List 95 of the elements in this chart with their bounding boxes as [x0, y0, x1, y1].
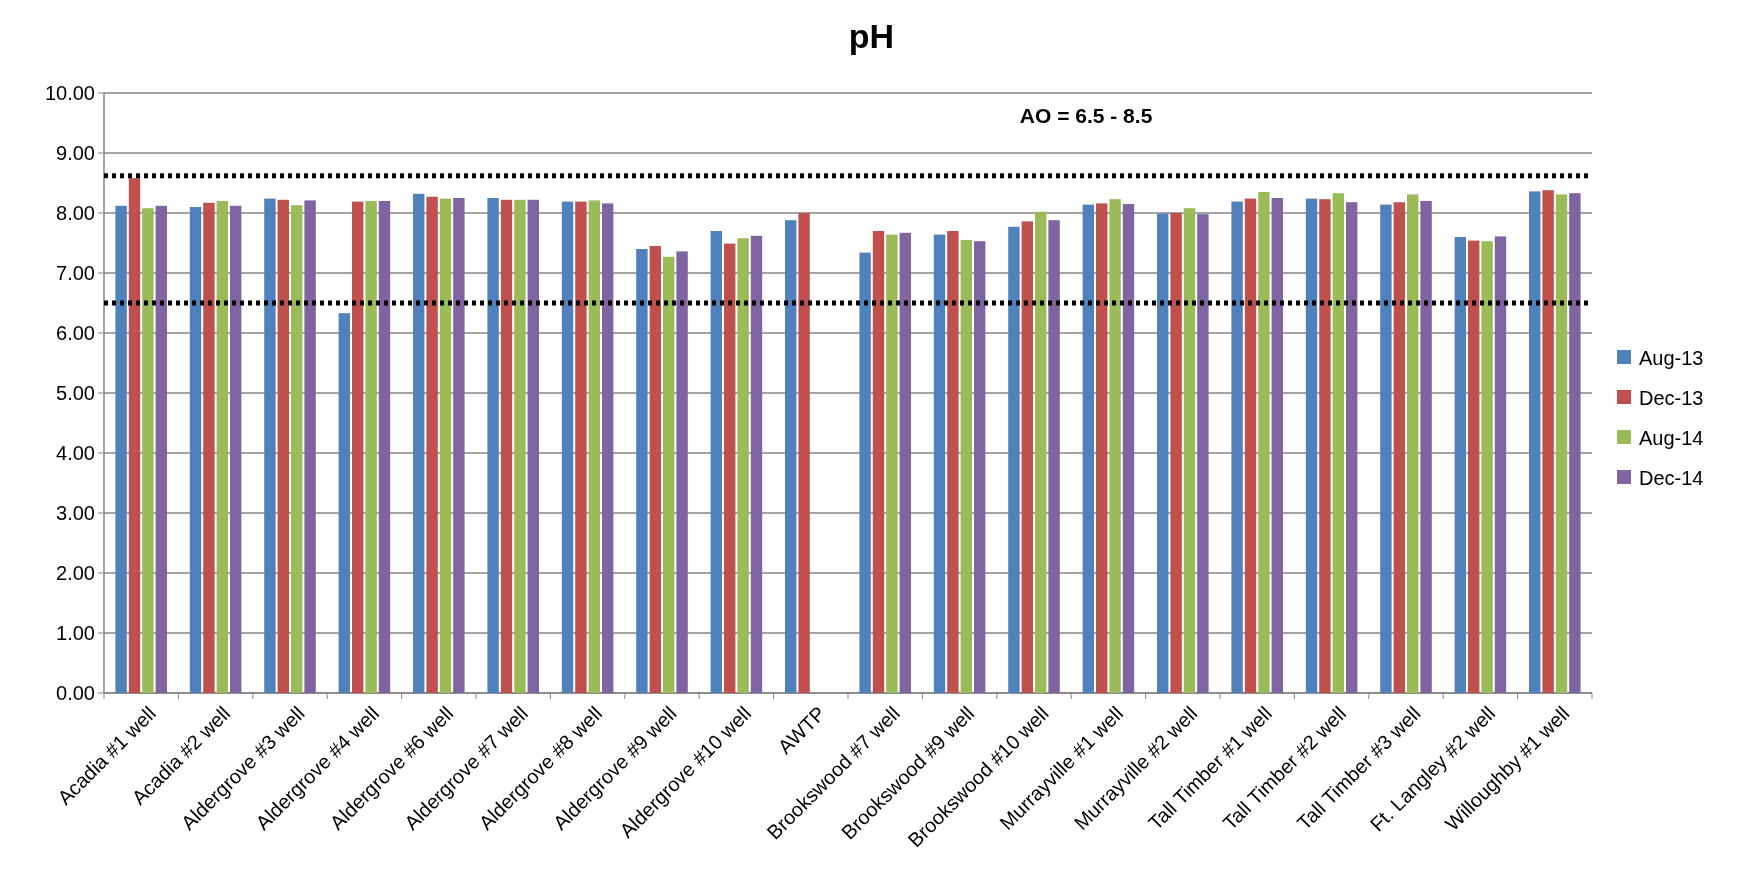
legend-label: Dec-13	[1639, 387, 1704, 409]
y-tick-label: 5.00	[56, 382, 95, 404]
bar	[378, 201, 391, 693]
bar	[128, 178, 141, 693]
bar	[1305, 198, 1318, 693]
y-tick-label: 9.00	[56, 142, 95, 164]
bar	[487, 198, 499, 693]
bar	[933, 234, 946, 693]
bar	[189, 207, 202, 693]
y-tick-label: 8.00	[56, 202, 95, 224]
bar	[1244, 198, 1257, 693]
bar	[264, 198, 276, 693]
bar	[1258, 192, 1270, 693]
bar	[960, 240, 972, 693]
bar	[1542, 190, 1554, 693]
bar	[1271, 198, 1283, 693]
bar	[142, 208, 154, 693]
legend-label: Aug-14	[1639, 427, 1704, 449]
y-tick-label: 4.00	[56, 442, 95, 464]
bar	[737, 238, 749, 693]
bar	[1035, 211, 1047, 693]
bar	[1231, 201, 1243, 693]
bar	[426, 196, 438, 693]
bar	[1555, 194, 1568, 693]
bar	[947, 231, 959, 693]
bar	[453, 198, 465, 693]
bar	[886, 234, 898, 693]
bar	[1380, 204, 1392, 693]
bar	[155, 205, 167, 693]
bar	[1096, 203, 1108, 693]
bar	[277, 199, 289, 693]
bar	[1393, 202, 1405, 693]
bar	[1170, 213, 1182, 693]
bar	[413, 193, 425, 693]
bar	[1569, 193, 1581, 693]
annotation: AO = 6.5 - 8.5	[1019, 104, 1153, 127]
bar	[352, 201, 364, 693]
bar	[527, 199, 539, 693]
bar	[649, 246, 661, 693]
bar	[636, 249, 648, 693]
bar	[575, 201, 587, 693]
bar	[676, 251, 688, 693]
bar	[514, 199, 526, 693]
bar	[973, 241, 986, 693]
chart-title: pH	[848, 17, 895, 55]
legend-label: Dec-14	[1639, 467, 1704, 489]
bar	[203, 202, 215, 693]
bar	[872, 231, 885, 693]
bar	[291, 205, 303, 693]
bar	[1332, 193, 1344, 693]
y-tick-label: 6.00	[56, 322, 95, 344]
bar	[365, 201, 377, 693]
bar	[588, 200, 600, 693]
bar	[899, 232, 911, 693]
bar	[750, 235, 763, 693]
bar	[1468, 240, 1480, 693]
bar	[1082, 204, 1095, 693]
bar	[216, 201, 228, 693]
y-tick-label: 10.00	[44, 82, 95, 104]
bar	[798, 213, 810, 693]
legend-label: Aug-13	[1639, 347, 1704, 369]
bar	[1481, 241, 1493, 693]
bar	[1454, 237, 1467, 693]
bar	[439, 198, 452, 693]
bar	[1122, 204, 1135, 693]
bar	[1494, 236, 1507, 693]
bar	[1048, 220, 1060, 693]
bar	[1420, 201, 1432, 693]
y-tick-label: 7.00	[56, 262, 95, 284]
y-tick-label: 0.00	[56, 682, 95, 704]
bar	[1008, 226, 1020, 693]
bar	[724, 243, 736, 693]
bar	[1529, 191, 1541, 693]
y-tick-label: 3.00	[56, 502, 95, 524]
bar	[500, 199, 513, 693]
bar	[1157, 213, 1169, 693]
bar	[1021, 221, 1033, 693]
bar	[663, 256, 675, 693]
bar	[1345, 202, 1358, 693]
bar	[1197, 214, 1209, 693]
bar	[710, 231, 723, 693]
bar	[1319, 199, 1331, 693]
bar	[785, 220, 797, 693]
bar	[859, 252, 871, 693]
bar	[338, 313, 351, 693]
y-tick-label: 2.00	[56, 562, 95, 584]
bar	[1407, 194, 1419, 693]
bar	[601, 203, 614, 693]
bar	[1183, 208, 1196, 693]
bar	[561, 201, 574, 693]
bar	[229, 205, 242, 693]
bar	[115, 205, 127, 693]
y-tick-label: 1.00	[56, 622, 95, 644]
bar	[304, 200, 316, 693]
bar	[1109, 199, 1121, 693]
